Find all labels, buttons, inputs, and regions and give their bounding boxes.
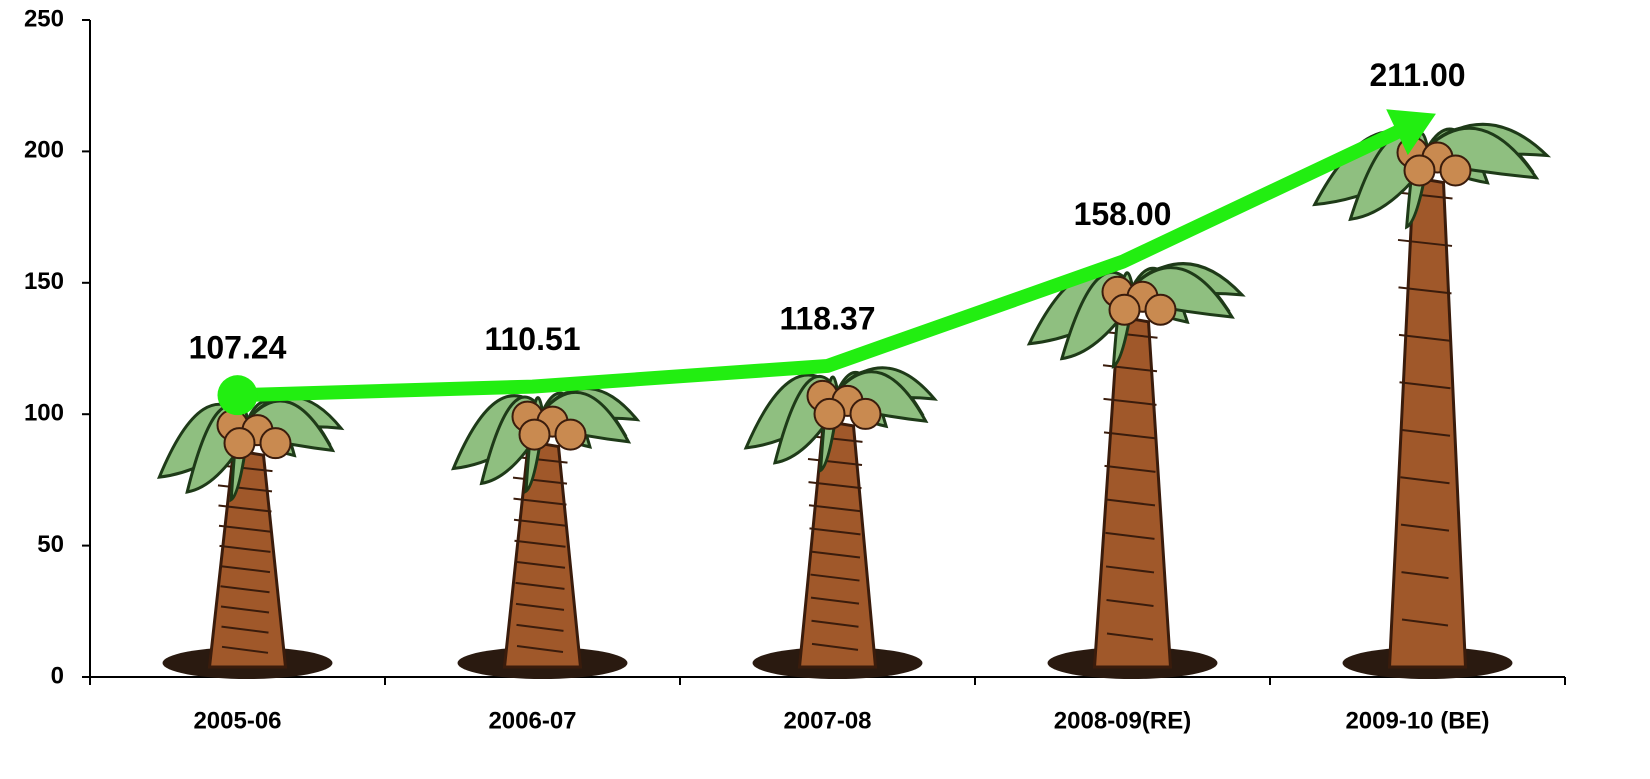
trunk-ring: [1104, 464, 1156, 473]
trunk-ring: [807, 458, 863, 467]
trunk-ring: [1106, 632, 1154, 641]
palm-tree: [1312, 122, 1552, 679]
trend-line: [237, 116, 1421, 403]
trunk-ring: [1400, 476, 1450, 485]
coconut: [1144, 293, 1177, 326]
value-label: 211.00: [1369, 57, 1465, 93]
trunk-ring: [1401, 571, 1449, 580]
trunk: [207, 448, 288, 669]
arrow-head: [1386, 109, 1436, 156]
y-tick-label: 200: [24, 137, 64, 164]
trunk-ring: [1397, 238, 1453, 247]
trunk-ring: [516, 644, 564, 653]
trunk-ring: [514, 560, 566, 569]
trunk-ring: [808, 504, 862, 513]
trunk-ring: [1105, 565, 1155, 574]
coconut: [1403, 154, 1436, 187]
trunk: [1387, 175, 1468, 669]
trunk-ring: [219, 565, 271, 574]
y-tick-label: 0: [51, 662, 64, 689]
trunk-ring: [809, 550, 861, 559]
trunk-ring: [1104, 498, 1156, 507]
trunk-ring: [808, 481, 862, 490]
x-tick-label: 2006-07: [488, 707, 576, 734]
trunk-ring: [1105, 531, 1155, 540]
value-label: 110.51: [484, 321, 580, 357]
trunk-ring: [220, 605, 270, 614]
trunk-ring: [1106, 598, 1154, 607]
trunk: [797, 419, 878, 669]
trunk-ring: [515, 602, 565, 611]
trunk-ring: [217, 484, 273, 493]
trunk-ring: [809, 527, 861, 536]
coconut: [554, 418, 587, 451]
trunk-ring: [220, 585, 270, 594]
coconut: [259, 427, 292, 460]
x-tick-label: 2009-10 (BE): [1345, 707, 1489, 734]
trunk-ring: [1102, 330, 1158, 339]
palm-tree: [743, 366, 938, 679]
value-label: 158.00: [1074, 196, 1172, 232]
trunk-ring: [811, 642, 859, 651]
trunk-ring: [1103, 431, 1157, 440]
trunk-ring: [218, 504, 272, 513]
trunk-ring: [1398, 286, 1452, 295]
x-tick-label: 2008-09(RE): [1054, 707, 1191, 734]
trunk-ring: [221, 625, 269, 634]
trunk-ring: [221, 645, 269, 654]
y-tick-label: 250: [24, 5, 64, 32]
y-tick-label: 50: [37, 531, 64, 558]
value-label: 118.37: [779, 300, 875, 336]
trunk-ring: [1400, 523, 1450, 532]
trunk-ring: [810, 596, 860, 605]
trunk-ring: [514, 539, 566, 548]
trunk-ring: [513, 518, 567, 527]
trunk-ring: [810, 573, 860, 582]
x-tick-label: 2005-06: [193, 707, 281, 734]
coconut: [518, 418, 551, 451]
value-label: 107.24: [189, 330, 287, 366]
coconut: [813, 397, 846, 430]
coconut: [223, 427, 256, 460]
start-dot: [217, 375, 258, 416]
trunk-ring: [219, 544, 271, 553]
trunk-ring: [1401, 618, 1449, 627]
coconut: [1108, 293, 1141, 326]
palm-tree: [156, 395, 345, 679]
trunk-ring: [1399, 428, 1451, 437]
trunk-ring: [1399, 381, 1451, 390]
trunk-ring: [516, 623, 564, 632]
trunk-ring: [513, 497, 567, 506]
trunk: [502, 439, 583, 669]
trunk-ring: [1397, 191, 1453, 200]
palm-tree: [1026, 262, 1246, 679]
trunk-ring: [512, 476, 568, 485]
trunk-ring: [1103, 397, 1157, 406]
trunk-ring: [1398, 333, 1452, 342]
x-tick-label: 2007-08: [783, 707, 871, 734]
y-tick-label: 150: [24, 268, 64, 295]
trunk-ring: [218, 524, 272, 533]
palm-tree: [451, 387, 641, 679]
trunk-ring: [811, 619, 859, 628]
coconut: [849, 397, 882, 430]
trunk-ring: [515, 581, 565, 590]
coconut: [1439, 154, 1472, 187]
y-tick-label: 100: [24, 400, 64, 427]
